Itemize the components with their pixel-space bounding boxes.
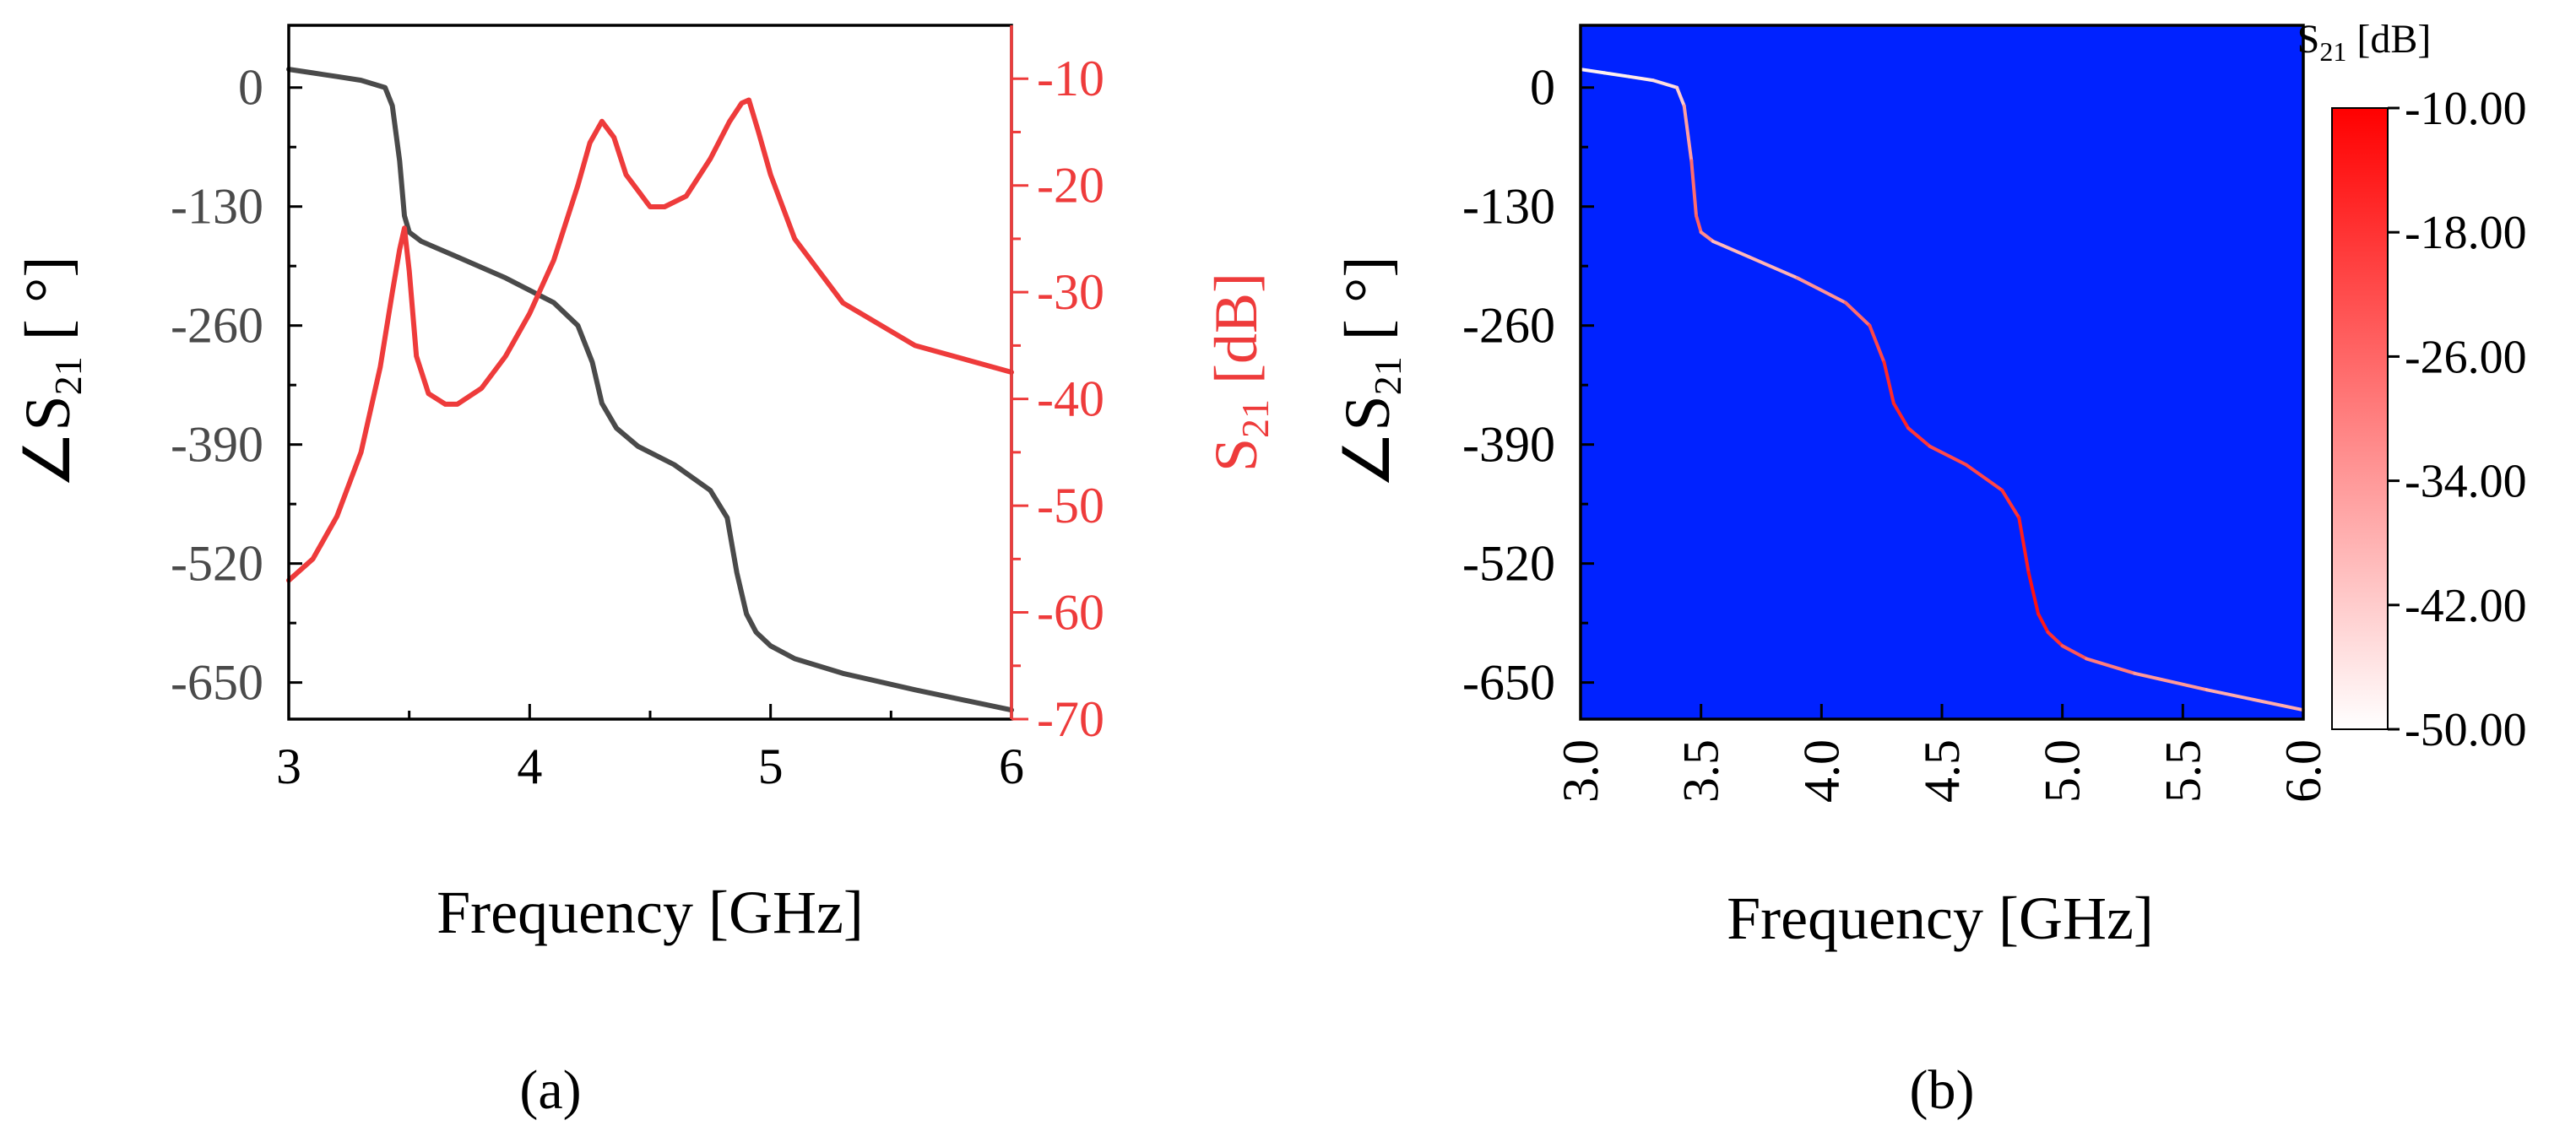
- heatmap-trace-segment: [1882, 360, 1895, 405]
- chart-b-y-axis-title: ∠S21 [ °]: [1332, 256, 1409, 488]
- chart-b-x-axis-title: Frequency [GHz]: [1727, 885, 2154, 952]
- heatmap-trace-segment: [1651, 78, 1679, 89]
- right-y-tick-label: -70: [1037, 691, 1104, 747]
- heatmap-trace-segment: [1928, 444, 1968, 467]
- chart-a-series: [286, 67, 1014, 713]
- chart-a: 3 4 5 6 0 -130 -260 -390 -520 -650 -10 -20 -30 -40 -50…: [13, 24, 1277, 1121]
- heatmap-trace-segment: [1906, 426, 1932, 448]
- right-y-tick-label: -50: [1037, 478, 1104, 533]
- heatmap-trace-segment: [1579, 68, 1607, 75]
- heatmap-trace-segment: [1695, 214, 1703, 235]
- colorbar-ticks: -10.00 -18.00 -26.00 -34.00 -42.00 -50.00: [2388, 83, 2527, 756]
- left-y-tick-label: 0: [238, 60, 263, 116]
- heatmap-trace-segment: [1699, 230, 1715, 243]
- caption-a: (a): [519, 1059, 581, 1121]
- right-y-tick-label: -10: [1037, 51, 1104, 106]
- right-y-tick-label: -60: [1037, 585, 1104, 641]
- heatmap-trace-segment: [2017, 516, 2031, 575]
- x-tick-label: 4.0: [1793, 739, 1849, 803]
- colorbar-tick-label: -26.00: [2405, 331, 2527, 383]
- colorbar-tick-label: -10.00: [2405, 83, 2527, 135]
- x-tick-label: 3.0: [1553, 739, 1608, 803]
- caption-b: (b): [1910, 1059, 1975, 1121]
- magnitude-series-line: [286, 97, 1014, 583]
- colorbar-tick-label: -34.00: [2405, 456, 2527, 508]
- heatmap-trace-segment: [1964, 463, 2004, 492]
- heatmap-trace-segment: [1689, 159, 1698, 218]
- y-tick-label: -260: [1462, 298, 1555, 354]
- colorbar-tick-label: -50.00: [2405, 704, 2527, 756]
- chart-b-ticks: 3.0 3.5 4.0 4.5 5.0 5.5 6.0 0 -130 -260 -390 -520 -6…: [1462, 60, 2331, 803]
- left-y-tick-label: -390: [171, 417, 263, 473]
- heatmap-trace-segment: [2085, 657, 2137, 675]
- heatmap-background: [1581, 25, 2303, 719]
- x-tick-label: 5.5: [2155, 739, 2210, 803]
- y-tick-label: -130: [1462, 179, 1555, 235]
- heatmap-trace-segment: [2036, 612, 2050, 634]
- chart-a-right-axis-title: S21 [dB]: [1202, 273, 1277, 472]
- heatmap-trace-segment: [2060, 644, 2089, 661]
- y-tick-label: -650: [1462, 655, 1555, 711]
- x-tick-label: 6.0: [2275, 739, 2331, 803]
- chart-a-ticks: 3 4 5 6 0 -130 -260 -390 -520 -650 -10 -20 -30 -40 -50…: [171, 25, 1104, 794]
- x-tick-label: 3: [276, 739, 301, 794]
- x-tick-label: 3.5: [1673, 739, 1729, 803]
- y-tick-label: -390: [1462, 417, 1555, 473]
- heatmap-trace-segment: [1843, 300, 1872, 327]
- heatmap-trace-segment: [2205, 688, 2305, 712]
- left-y-tick-label: -130: [171, 179, 263, 235]
- chart-a-x-axis-title: Frequency [GHz]: [437, 879, 864, 946]
- left-y-tick-label: -520: [171, 536, 263, 592]
- colorbar-tick-label: -18.00: [2405, 207, 2527, 259]
- heatmap-trace-segment: [1711, 239, 1751, 259]
- x-tick-label: 5: [758, 739, 784, 794]
- heatmap-trace-segment: [1603, 71, 1631, 78]
- heatmap-trace-segment: [1682, 104, 1694, 163]
- heatmap-trace-segment: [1675, 85, 1686, 108]
- heatmap-trace-segment: [2000, 488, 2021, 520]
- right-y-tick-label: -30: [1037, 264, 1104, 320]
- colorbar-title: S21 [dB]: [2297, 17, 2432, 67]
- y-tick-label: -520: [1462, 536, 1555, 592]
- right-y-tick-label: -20: [1037, 158, 1104, 214]
- heatmap-trace-segment: [2046, 631, 2064, 648]
- x-tick-label: 4: [517, 739, 542, 794]
- heatmap-trace-segment: [2133, 671, 2209, 692]
- y-tick-label: 0: [1530, 60, 1555, 116]
- heatmap-trace-segment: [1795, 276, 1847, 305]
- heatmap-trace-segment: [2026, 571, 2041, 616]
- phase-series-line: [286, 67, 1014, 713]
- right-y-tick-label: -40: [1037, 371, 1104, 427]
- x-tick-label: 6: [999, 739, 1024, 794]
- heatmap-trace-segment: [1868, 323, 1886, 365]
- left-y-tick-label: -260: [171, 298, 263, 354]
- heatmap-trace-segment: [1627, 74, 1655, 83]
- heatmap-trace-segment: [1747, 255, 1799, 280]
- x-tick-label: 5.0: [2035, 739, 2091, 803]
- chart-a-left-axis-title: ∠S21 [ °]: [13, 256, 89, 488]
- left-y-tick-label: -650: [171, 655, 263, 711]
- x-tick-label: 4.5: [1914, 739, 1970, 803]
- heatmap-trace-segment: [1891, 401, 1911, 430]
- colorbar-tick-label: -42.00: [2405, 580, 2527, 632]
- heatmap-trace: [1579, 68, 2305, 712]
- chart-b: 3.0 3.5 4.0 4.5 5.0 5.5 6.0 0 -130 -260 -390 -520 -6…: [1332, 17, 2527, 1121]
- colorbar: [2331, 107, 2389, 730]
